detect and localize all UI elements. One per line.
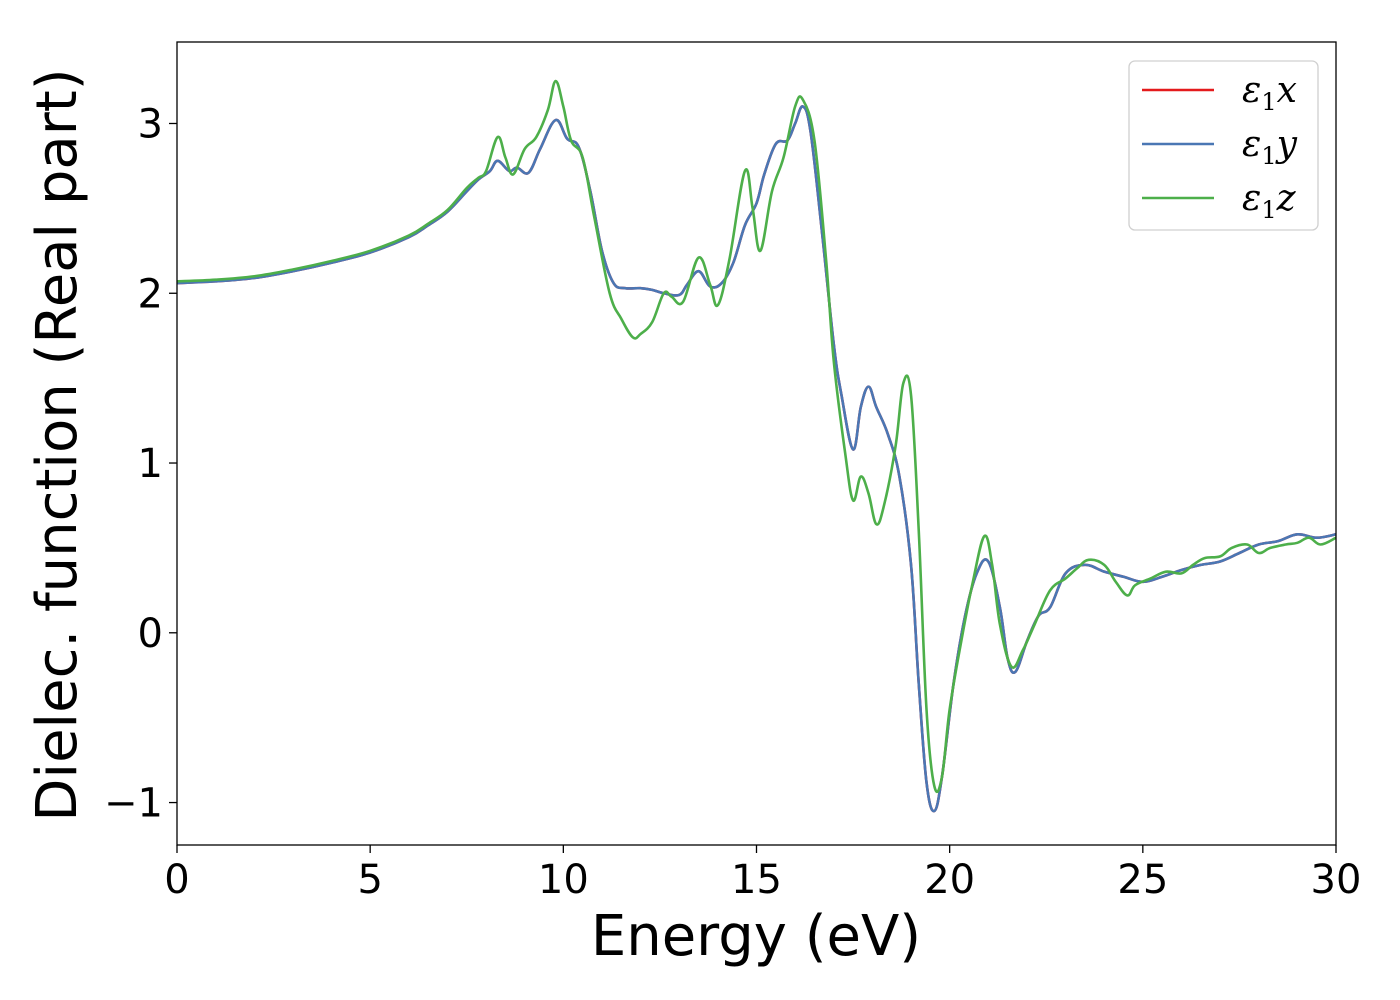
x-tick-label: 20 — [924, 857, 975, 903]
legend-item-z: ε1z — [1142, 178, 1297, 224]
x-tick-label: 30 — [1311, 857, 1362, 903]
legend-box — [1128, 60, 1319, 231]
legend-label: ε1x — [1242, 70, 1297, 116]
y-tick-label: 2 — [138, 271, 163, 317]
legend-item-x: ε1x — [1142, 70, 1297, 116]
series-line-y — [177, 105, 1336, 813]
series-line-z — [177, 79, 1336, 794]
legend-label: ε1z — [1242, 178, 1297, 224]
y-axis-title: Dielec. function (Real part) — [25, 68, 90, 821]
x-tick-label: 0 — [164, 857, 189, 903]
y-tick-label: 3 — [138, 101, 163, 147]
x-tick-label: 5 — [357, 857, 382, 903]
y-tick-label: 1 — [138, 441, 163, 487]
x-tick-label: 15 — [731, 857, 782, 903]
x-axis-title: Energy (eV) — [591, 904, 921, 969]
x-tick-label: 25 — [1117, 857, 1168, 903]
legend-item-y: ε1y — [1142, 124, 1298, 170]
y-tick-label: −1 — [104, 781, 163, 827]
y-tick-label: 0 — [138, 611, 163, 657]
x-tick-label: 10 — [538, 857, 589, 903]
legend: ε1x ε1y ε1z — [1128, 60, 1319, 231]
legend-label: ε1y — [1242, 124, 1298, 170]
series-layer — [177, 79, 1336, 813]
